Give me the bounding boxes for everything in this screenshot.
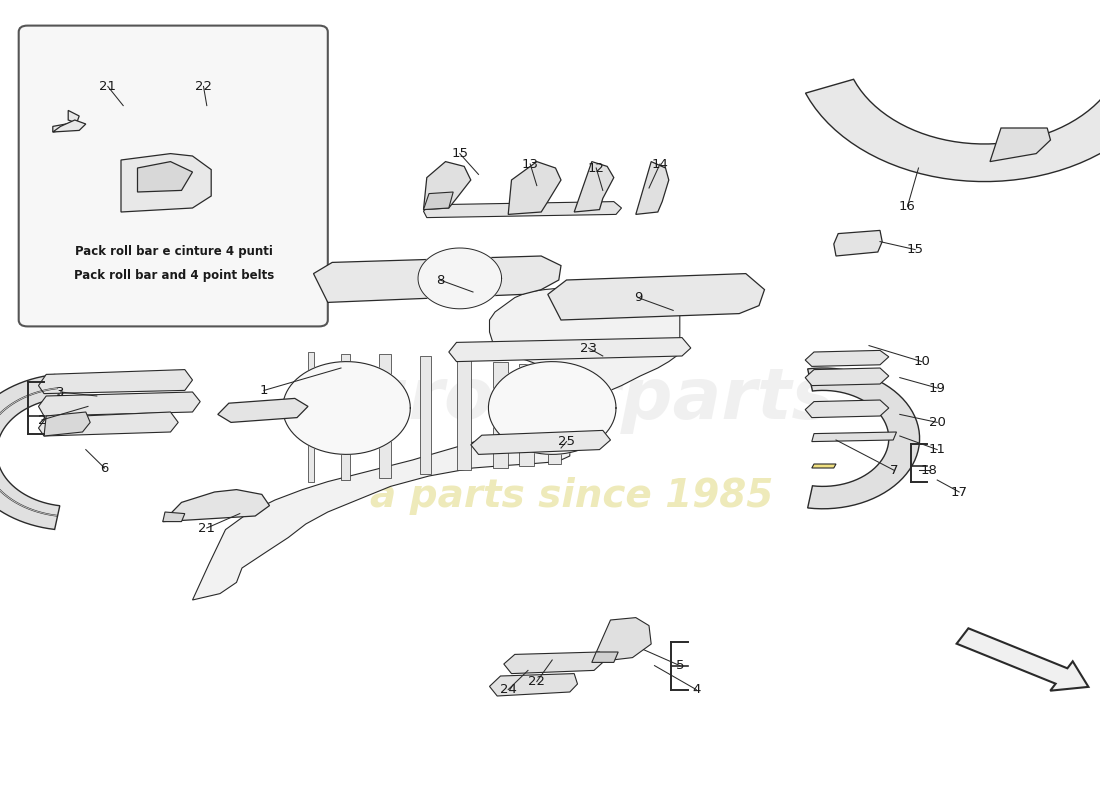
- Polygon shape: [456, 358, 471, 470]
- Polygon shape: [44, 412, 90, 436]
- Polygon shape: [490, 674, 578, 696]
- Text: 4: 4: [692, 683, 701, 696]
- Polygon shape: [39, 370, 192, 394]
- Polygon shape: [990, 128, 1050, 162]
- Polygon shape: [218, 398, 308, 422]
- Polygon shape: [341, 354, 350, 480]
- Polygon shape: [424, 202, 622, 218]
- Polygon shape: [636, 162, 669, 214]
- Text: 15: 15: [451, 147, 469, 160]
- Polygon shape: [488, 362, 616, 454]
- Polygon shape: [138, 162, 192, 192]
- Polygon shape: [548, 274, 764, 320]
- Polygon shape: [493, 362, 508, 468]
- Text: 3: 3: [56, 386, 65, 398]
- Text: 10: 10: [913, 355, 931, 368]
- Text: 13: 13: [521, 158, 539, 170]
- Polygon shape: [121, 154, 211, 212]
- Text: 23: 23: [580, 342, 597, 354]
- Text: 22: 22: [195, 80, 212, 93]
- Text: a parts since 1985: a parts since 1985: [371, 477, 773, 515]
- Polygon shape: [508, 162, 561, 214]
- Polygon shape: [812, 464, 836, 468]
- Text: 20: 20: [928, 416, 946, 429]
- Polygon shape: [379, 354, 390, 478]
- Text: 14: 14: [651, 158, 669, 170]
- Polygon shape: [805, 400, 889, 418]
- Text: 21: 21: [198, 522, 216, 534]
- Polygon shape: [504, 652, 603, 674]
- Polygon shape: [805, 350, 889, 366]
- Polygon shape: [592, 618, 651, 662]
- Text: 16: 16: [899, 200, 916, 213]
- Text: 22: 22: [528, 675, 546, 688]
- Text: Pack roll bar e cinture 4 punti: Pack roll bar e cinture 4 punti: [75, 246, 273, 258]
- Polygon shape: [812, 432, 896, 442]
- Text: Pack roll bar and 4 point belts: Pack roll bar and 4 point belts: [74, 270, 274, 282]
- Text: 7: 7: [890, 464, 899, 477]
- Polygon shape: [418, 248, 502, 309]
- Polygon shape: [39, 392, 200, 416]
- Text: 9: 9: [634, 291, 642, 304]
- Text: 17: 17: [950, 486, 968, 498]
- Polygon shape: [424, 162, 471, 210]
- Text: 21: 21: [99, 80, 117, 93]
- Polygon shape: [574, 162, 614, 212]
- FancyBboxPatch shape: [19, 26, 328, 326]
- Polygon shape: [314, 256, 561, 302]
- Polygon shape: [834, 230, 882, 256]
- Polygon shape: [53, 120, 86, 132]
- Polygon shape: [449, 338, 691, 362]
- Polygon shape: [420, 356, 431, 474]
- Text: 25: 25: [558, 435, 575, 448]
- Text: 15: 15: [906, 243, 924, 256]
- Polygon shape: [592, 652, 618, 662]
- Polygon shape: [519, 364, 534, 466]
- Text: 5: 5: [675, 659, 684, 672]
- Polygon shape: [807, 368, 920, 509]
- Polygon shape: [548, 366, 561, 464]
- Text: 1: 1: [260, 384, 268, 397]
- Polygon shape: [39, 412, 178, 436]
- Text: eurocarparts: eurocarparts: [309, 366, 835, 434]
- Polygon shape: [308, 352, 314, 482]
- Text: 12: 12: [587, 162, 605, 174]
- Text: 6: 6: [100, 462, 109, 474]
- Polygon shape: [471, 430, 611, 454]
- Polygon shape: [805, 79, 1100, 182]
- Polygon shape: [163, 512, 185, 522]
- Text: 2: 2: [37, 414, 46, 426]
- Text: 18: 18: [921, 464, 938, 477]
- FancyArrow shape: [957, 628, 1088, 690]
- Polygon shape: [53, 110, 79, 132]
- Text: 8: 8: [436, 274, 444, 286]
- Polygon shape: [192, 282, 680, 600]
- Text: 11: 11: [928, 443, 946, 456]
- Polygon shape: [283, 362, 410, 454]
- Polygon shape: [805, 368, 889, 386]
- Polygon shape: [0, 374, 59, 530]
- Polygon shape: [424, 192, 453, 210]
- Polygon shape: [163, 490, 270, 522]
- Text: 24: 24: [499, 683, 517, 696]
- Text: 19: 19: [928, 382, 946, 394]
